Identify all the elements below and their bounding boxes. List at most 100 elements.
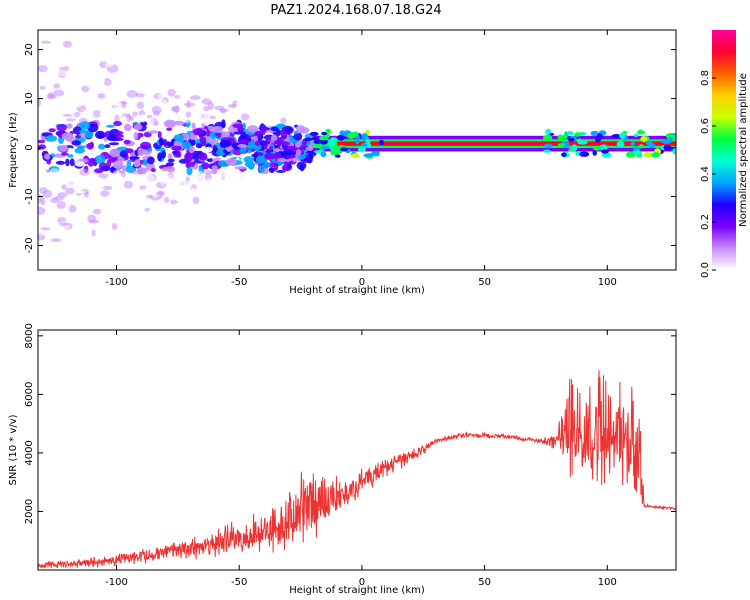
heatmap-cell: [592, 145, 602, 151]
heatmap-cell: [119, 92, 124, 97]
snr-plot-area: [38, 370, 676, 569]
heatmap-cell: [672, 148, 676, 155]
heatmap-cell: [155, 190, 166, 196]
heatmap-cell: [145, 181, 155, 187]
heatmap-cell: [563, 133, 568, 140]
heatmap-cell: [643, 151, 653, 158]
heatmap-cell: [111, 222, 118, 230]
heatmap-cell: [153, 110, 160, 117]
heatmap-cell: [138, 76, 146, 82]
heatmap-x-tick-label: -50: [231, 277, 247, 288]
heatmap-cell: [239, 139, 246, 144]
heatmap-cell: [142, 89, 155, 94]
heatmap-cell: [206, 178, 212, 188]
heatmap-cell: [140, 202, 147, 210]
snr-x-label: Height of straight line (km): [289, 585, 425, 596]
heatmap-cell: [44, 153, 50, 160]
heatmap-cell: [103, 105, 110, 111]
heatmap-cell: [192, 196, 200, 205]
heatmap-cell: [87, 123, 99, 133]
heatmap-cell: [113, 120, 122, 127]
heatmap-cell: [351, 153, 360, 159]
heatmap-cell: [103, 77, 112, 86]
heatmap-cell: [313, 139, 322, 144]
heatmap-cell: [71, 110, 76, 119]
heatmap-cell: [97, 132, 105, 139]
heatmap-cell: [321, 131, 328, 136]
heatmap-cell: [308, 151, 313, 158]
heatmap-cell: [207, 158, 213, 163]
heatmap-cell: [601, 149, 609, 154]
heatmap-cell: [58, 136, 64, 145]
heatmap-cell: [247, 149, 252, 154]
heatmap-cell: [542, 149, 552, 153]
heatmap-cell: [330, 145, 339, 151]
heatmap-cell: [240, 113, 250, 121]
snr-y-tick-label: 2000: [24, 499, 35, 524]
heatmap-cell: [114, 130, 124, 135]
heatmap-cell: [38, 161, 46, 166]
heatmap-cell: [173, 134, 185, 142]
heatmap-cell: [112, 170, 121, 179]
heatmap-cell: [90, 201, 101, 208]
heatmap-cell: [295, 149, 302, 156]
heatmap-cell: [49, 168, 61, 176]
heatmap-cell: [90, 157, 96, 163]
heatmap-cell: [577, 138, 582, 145]
heatmap-y-tick-label: 10: [24, 92, 35, 105]
heatmap-cell: [80, 203, 86, 213]
heatmap-cell: [142, 159, 148, 166]
heatmap-cell: [125, 148, 134, 154]
heatmap-cell: [77, 145, 86, 150]
heatmap-cell: [330, 150, 339, 156]
heatmap-cell: [69, 158, 75, 167]
heatmap-cell: [281, 141, 291, 146]
heatmap-cell: [94, 155, 106, 164]
colorbar-tick-label: 0.4: [700, 166, 711, 182]
heatmap-cell: [49, 105, 54, 112]
heatmap-cell: [173, 120, 185, 126]
heatmap-cell: [81, 85, 90, 93]
heatmap-cell: [268, 167, 275, 174]
heatmap-cell: [40, 40, 52, 44]
heatmap-cell: [224, 172, 232, 176]
heatmap-cell: [176, 176, 187, 185]
heatmap-cell: [115, 134, 124, 138]
heatmap-cell: [174, 95, 181, 99]
heatmap-cell: [132, 111, 138, 117]
heatmap-cell: [241, 122, 247, 130]
heatmap-cell: [61, 95, 70, 101]
heatmap-cell: [56, 201, 66, 209]
heatmap-cell: [243, 169, 255, 177]
heatmap-cell: [146, 174, 155, 183]
heatmap-cell: [125, 165, 137, 174]
heatmap-cell: [545, 128, 551, 135]
heatmap-cell: [91, 92, 99, 98]
heatmap-cell: [279, 129, 286, 135]
heatmap-cell: [136, 101, 145, 109]
heatmap-cell: [167, 88, 176, 97]
heatmap-cell: [244, 161, 255, 168]
snr-y-tick-label: 6000: [24, 382, 35, 407]
heatmap-cell: [126, 159, 132, 168]
colorbar-tick-label: 0.0: [700, 262, 711, 278]
heatmap-cell: [157, 152, 163, 162]
heatmap-cell: [282, 149, 294, 156]
heatmap-cell: [112, 217, 124, 224]
heatmap-cell: [625, 151, 636, 158]
heatmap-x-label: Height of straight line (km): [289, 285, 425, 296]
heatmap-cell: [270, 126, 279, 132]
heatmap-cell: [46, 59, 57, 65]
heatmap-cell: [293, 130, 299, 135]
heatmap-cell: [311, 136, 322, 141]
heatmap-cell: [127, 192, 139, 199]
heatmap-cell: [101, 185, 113, 191]
heatmap-cell: [361, 133, 368, 140]
heatmap-cell: [177, 184, 182, 193]
heatmap-cell: [297, 154, 306, 160]
heatmap-cell: [135, 180, 140, 185]
heatmap-cell: [194, 189, 204, 193]
heatmap-cell: [280, 117, 287, 124]
heatmap-cell: [123, 123, 132, 132]
